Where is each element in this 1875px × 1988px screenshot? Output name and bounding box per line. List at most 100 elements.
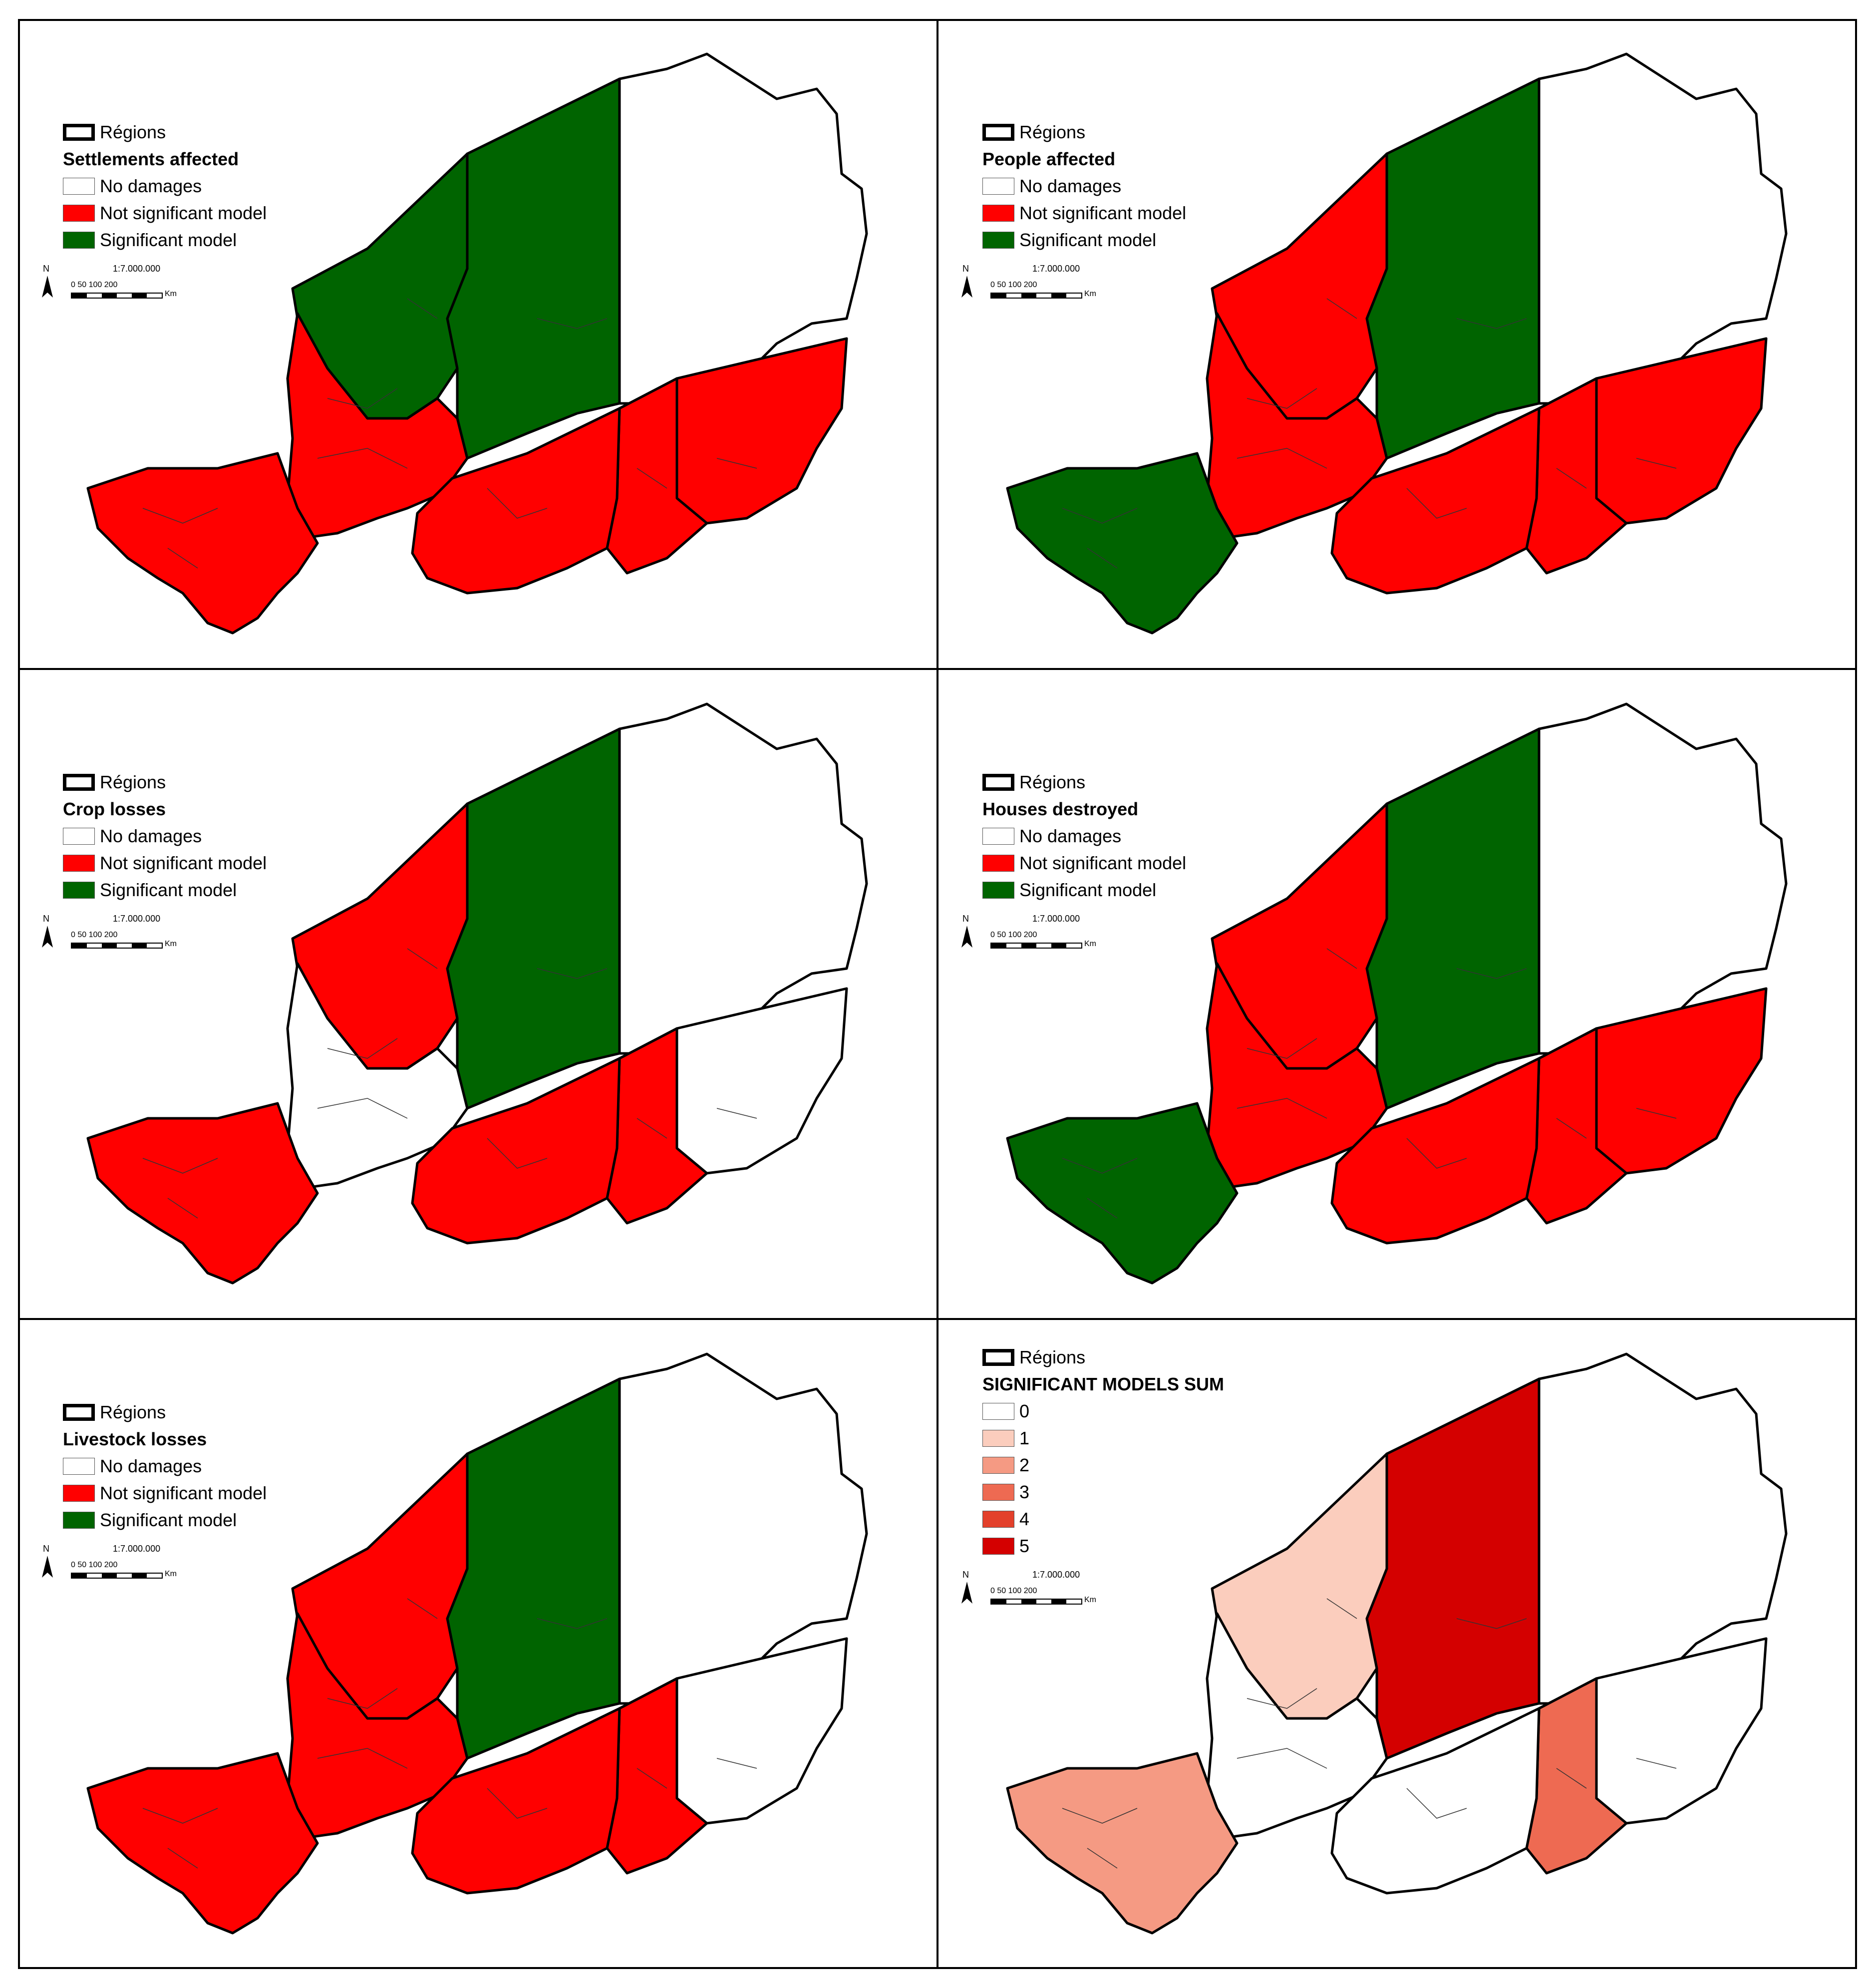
region-center xyxy=(446,1377,621,1760)
region-center xyxy=(1365,77,1541,460)
department-boundary xyxy=(1456,1618,1527,1629)
legend-label: Not significant model xyxy=(100,1483,267,1503)
legend-label: 2 xyxy=(1019,1455,1030,1475)
north-arrow-label: N xyxy=(43,264,49,274)
legend-label: Not significant model xyxy=(100,853,267,873)
north-arrow-icon xyxy=(42,276,53,298)
north-arrow-icon xyxy=(42,1556,53,1578)
department-boundary xyxy=(327,1688,398,1709)
regions-label: Régions xyxy=(1019,1347,1086,1367)
regions-label: Régions xyxy=(1019,772,1086,792)
legend-swatch xyxy=(982,1511,1014,1528)
map-panel-houses xyxy=(938,669,1857,1319)
department-boundary xyxy=(636,1118,667,1139)
scale-ticks: 0 50 100 200 xyxy=(71,281,118,289)
department-boundary xyxy=(716,1108,757,1119)
department-boundary xyxy=(1326,948,1357,969)
legend-swatch xyxy=(982,828,1014,845)
scale-ticks: 0 50 100 200 xyxy=(71,931,118,939)
department-boundary xyxy=(636,468,667,489)
scale-bar-graphic xyxy=(990,293,1082,299)
legend-swatch xyxy=(63,855,95,872)
legend-label: 4 xyxy=(1019,1509,1030,1529)
legend-label: Not significant model xyxy=(1019,853,1187,873)
department-boundary xyxy=(317,1748,408,1769)
legend-item: Significant model xyxy=(63,227,267,254)
legend-item: Significant model xyxy=(63,877,267,904)
legend-item: 4 xyxy=(982,1506,1224,1533)
regions-swatch xyxy=(982,1349,1014,1366)
legend-swatch xyxy=(982,1403,1014,1420)
region-center xyxy=(1365,727,1541,1110)
scale-ratio: 1:7.000.000 xyxy=(1032,914,1080,924)
department-boundary xyxy=(1062,1158,1138,1174)
department-boundary xyxy=(1237,1748,1327,1769)
department-boundary xyxy=(1636,458,1677,469)
regions-label: Régions xyxy=(1019,122,1086,142)
scale-bar: N 1:7.000.000 0 50 100 200 Km xyxy=(38,1544,218,1594)
legend-swatch xyxy=(982,232,1014,249)
legend-label: 1 xyxy=(1019,1428,1030,1448)
scale-ratio: 1:7.000.000 xyxy=(113,914,161,924)
department-boundary xyxy=(1087,1848,1118,1869)
legend-item: No damages xyxy=(63,1453,267,1480)
legend-swatch xyxy=(982,1430,1014,1447)
department-boundary xyxy=(1456,318,1527,329)
scale-ticks: 0 50 100 200 xyxy=(990,281,1037,289)
department-boundary xyxy=(1247,1688,1317,1709)
legend-item: Not significant model xyxy=(63,1480,267,1507)
scale-ratio: 1:7.000.000 xyxy=(1032,1570,1080,1580)
regions-swatch xyxy=(63,1404,95,1421)
legend-swatch xyxy=(982,855,1014,872)
department-boundary xyxy=(1062,1808,1138,1824)
department-boundary xyxy=(407,948,438,969)
department-boundary xyxy=(167,548,198,569)
scale-ratio: 1:7.000.000 xyxy=(113,264,161,274)
scale-bar-graphic xyxy=(71,1573,163,1579)
legend-item: Not significant model xyxy=(63,850,267,877)
legend-swatch xyxy=(63,1458,95,1475)
department-boundary xyxy=(537,1618,608,1629)
legend-item: 0 xyxy=(982,1398,1224,1425)
department-boundary xyxy=(1062,508,1138,524)
legend-label: 0 xyxy=(1019,1401,1030,1421)
niger-map-livestock xyxy=(86,1352,868,1935)
region-south xyxy=(1330,1707,1541,1895)
department-boundary xyxy=(142,1158,218,1174)
legend-label: No damages xyxy=(1019,176,1122,196)
scale-ticks: 0 50 100 200 xyxy=(990,1587,1037,1595)
north-arrow-icon xyxy=(961,926,972,948)
department-boundary xyxy=(327,1038,398,1059)
department-boundary xyxy=(317,448,408,469)
legend-title: Houses destroyed xyxy=(982,799,1139,819)
scale-bar-graphic xyxy=(990,943,1082,949)
scale-unit: Km xyxy=(165,290,177,298)
scale-unit: Km xyxy=(165,1570,177,1578)
map-legend: Régions People affected No damages Not sign… xyxy=(982,119,1186,254)
legend-item: No damages xyxy=(63,173,267,200)
legend-item: Not significant model xyxy=(982,850,1186,877)
legend-swatch xyxy=(982,205,1014,222)
scale-bar-graphic xyxy=(71,943,163,949)
region-south xyxy=(1330,407,1541,595)
niger-map-crop xyxy=(86,702,868,1285)
legend-regions-row: Régions xyxy=(982,769,1186,796)
scale-bar-graphic xyxy=(71,293,163,299)
region-southwest xyxy=(1006,452,1239,635)
department-boundary xyxy=(317,1098,408,1119)
legend-item: No damages xyxy=(982,823,1186,850)
niger-map-sum xyxy=(1006,1352,1788,1935)
legend-label: No damages xyxy=(100,826,202,846)
north-arrow-label: N xyxy=(962,914,969,924)
regions-label: Régions xyxy=(100,772,166,792)
region-southwest xyxy=(1006,1102,1239,1285)
legend-item: Significant model xyxy=(63,1507,267,1534)
legend-label: 3 xyxy=(1019,1482,1030,1502)
legend-label: Significant model xyxy=(100,230,237,250)
legend-swatch xyxy=(982,882,1014,899)
legend-item: 1 xyxy=(982,1425,1224,1452)
legend-label: Significant model xyxy=(1019,880,1157,900)
north-arrow-label: N xyxy=(43,1544,49,1554)
legend-item: Not significant model xyxy=(982,200,1186,227)
north-arrow-icon xyxy=(961,1582,972,1604)
